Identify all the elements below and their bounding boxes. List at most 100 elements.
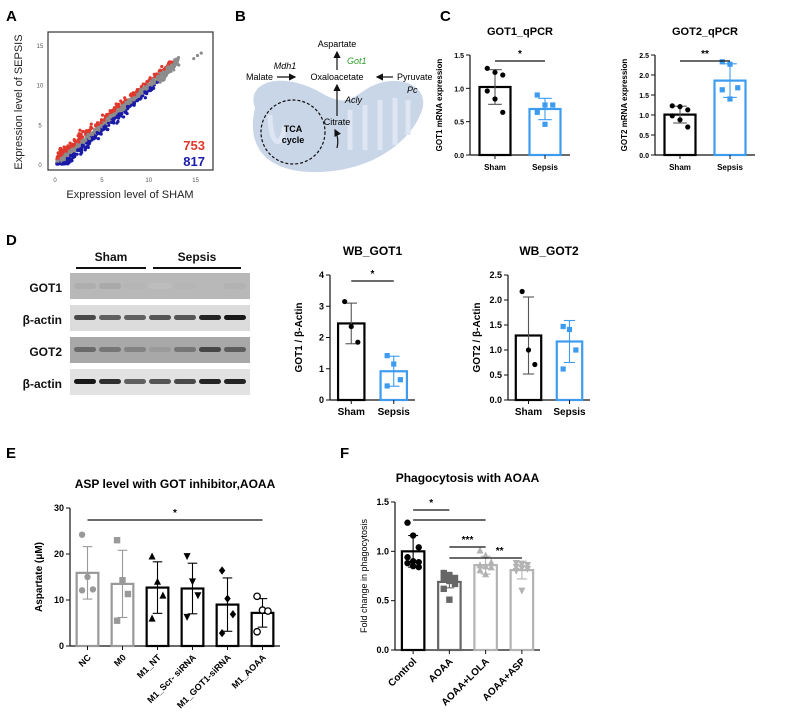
blot-band [199, 315, 221, 320]
data-point [560, 323, 566, 330]
data-point [518, 564, 526, 572]
scatter-point [61, 148, 65, 152]
y-tick-label: 2.5 [489, 270, 502, 280]
chart-title: WB_GOT1 [343, 244, 403, 258]
blot-band [124, 347, 146, 352]
aspartate-label: Aspartate [318, 39, 357, 49]
bar [713, 79, 747, 157]
data-point [409, 562, 417, 570]
data-point [440, 585, 447, 593]
scatter-point [65, 160, 70, 164]
data-point [685, 107, 691, 113]
scatter-point [65, 146, 69, 150]
blot-band [199, 379, 221, 384]
y-tick-label: 1.0 [376, 546, 389, 556]
downregulated-count: 817 [183, 154, 205, 169]
x-tick-label: M1_NT [135, 652, 163, 680]
got1-enzyme-label: Got1 [347, 56, 367, 66]
scatter-point [80, 143, 85, 147]
scatter-point [95, 130, 99, 135]
data-point [264, 607, 272, 615]
x-axis-label: Expression level of SHAM [66, 189, 193, 200]
scatter-point [113, 116, 117, 120]
blot-group-bar-sham [76, 267, 146, 269]
data-point [719, 87, 725, 93]
data-point [253, 592, 261, 601]
scatter-point [199, 51, 203, 55]
scatter-point [172, 68, 176, 72]
scatter-point [135, 99, 139, 103]
data-point [512, 563, 520, 571]
scatter-point [168, 68, 173, 72]
scatter-point [116, 108, 120, 112]
x-tick-label: NC [77, 652, 94, 669]
blot-band [174, 315, 196, 320]
scatter-point [122, 107, 126, 111]
blot-band [124, 379, 146, 384]
blot-row-label: GOT2 [29, 345, 62, 359]
blot-band [174, 347, 196, 352]
data-point [542, 102, 548, 108]
data-point [677, 104, 683, 110]
data-point [484, 88, 490, 94]
scatter-point [148, 76, 152, 80]
blot-band [149, 379, 171, 384]
scatter-point [153, 72, 157, 77]
blot-band [124, 283, 146, 289]
scatter-point [138, 90, 142, 94]
x-tick-label: Control [386, 656, 419, 689]
data-point [532, 361, 538, 368]
x-tick-label: AOAA [427, 656, 456, 685]
data-point [525, 347, 532, 353]
blot-row-label: β-actin [22, 377, 62, 391]
data-point [153, 577, 162, 585]
data-point [404, 559, 411, 567]
data-point [253, 627, 261, 636]
y-tick-label: 0.0 [376, 645, 389, 655]
scatter-point [75, 152, 79, 156]
pyruvate-label: Pyruvate [397, 72, 433, 82]
blot-group-label-sepsis: Sepsis [177, 250, 217, 264]
scatter-point [77, 144, 81, 148]
y-tick-label: 0 [59, 641, 64, 651]
bar-chart-aspartate: ASP level with GOT inhibitor,AOAA Asparta… [34, 477, 280, 710]
upregulated-count: 753 [183, 138, 205, 153]
y-tick-label: 1 [319, 364, 324, 374]
data-point [484, 65, 490, 71]
data-point [446, 577, 453, 585]
data-point [159, 591, 167, 599]
scatter-point [95, 122, 99, 126]
significance-label: * [173, 508, 177, 519]
data-point [451, 574, 459, 582]
data-point [685, 124, 691, 130]
data-point [409, 558, 417, 565]
data-point [512, 567, 520, 575]
scatter-point [132, 93, 137, 97]
scatter-point [62, 145, 66, 149]
scatter-point [77, 140, 81, 144]
y-tick-label: 0.5 [639, 133, 649, 140]
x-tick-label: Sepsis [378, 407, 411, 418]
bar [473, 564, 498, 652]
data-point [78, 587, 86, 594]
x-tick-label: 15 [192, 178, 199, 184]
blot-band [99, 347, 121, 352]
data-point [224, 594, 231, 603]
data-point [113, 617, 121, 624]
bar [437, 580, 462, 652]
blot-band [199, 347, 221, 352]
blot-band [224, 315, 246, 320]
scatter-point [56, 159, 60, 163]
x-tick-label: Sepsis [532, 163, 558, 172]
y-tick-label: 5 [38, 123, 42, 129]
scatter-point [162, 74, 166, 79]
data-point [482, 551, 490, 559]
scatter-point [158, 79, 162, 83]
oxaloacetate-label: Oxaloacetate [310, 72, 363, 82]
blot-row-label: GOT1 [29, 281, 62, 295]
data-point [476, 566, 484, 574]
blot-band [149, 315, 171, 320]
scatter-point [83, 145, 87, 149]
y-tick-label: 0.5 [376, 596, 389, 606]
panel-label-f: F [340, 445, 350, 462]
